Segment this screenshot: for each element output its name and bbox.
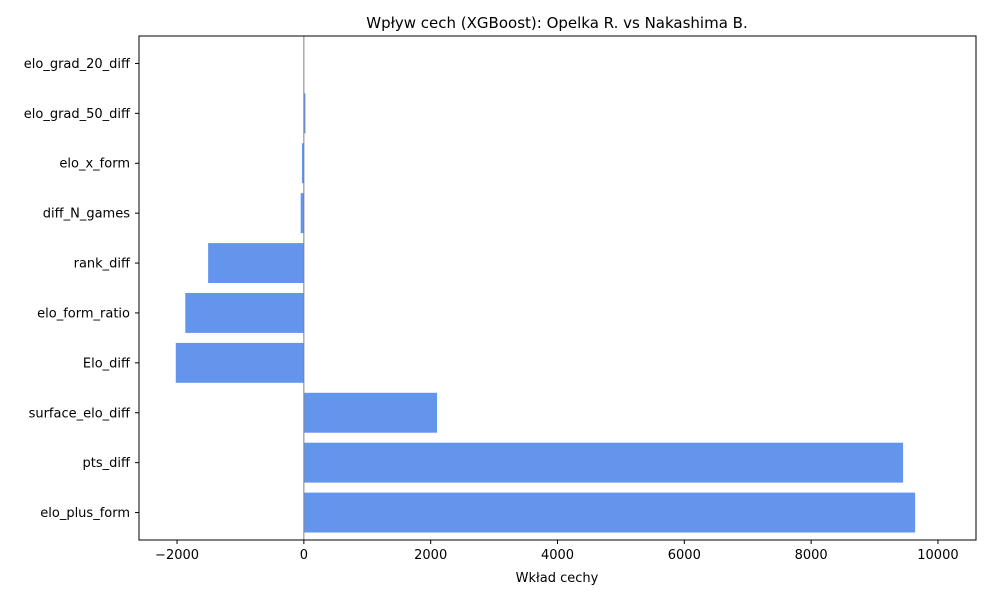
bar-elo_grad_50_diff (303, 93, 306, 134)
bar-elo_x_form (301, 143, 304, 184)
y-tick-label: rank_diff (74, 257, 131, 272)
x-tick-label: 2000 (414, 548, 447, 563)
bar-surface_elo_diff (303, 392, 438, 433)
x-tick-label: 6000 (668, 548, 701, 563)
bar-Elo_diff (175, 342, 304, 383)
y-tick-label: surface_elo_diff (29, 406, 131, 421)
x-tick-label: 10000 (917, 548, 958, 563)
y-tick-label: diff_N_games (43, 207, 130, 222)
y-tick-label: elo_x_form (59, 157, 130, 172)
x-axis-label: Wkład cechy (516, 571, 599, 586)
x-axis-ticks: −2000 0 2000 4000 6000 8000 10000 (155, 540, 959, 563)
y-tick-label: elo_form_ratio (37, 306, 130, 321)
bar-pts_diff (303, 442, 904, 483)
y-axis-ticks: elo_plus_form pts_diff surface_elo_diff Elo… (24, 57, 139, 521)
x-tick-label: −2000 (155, 548, 199, 563)
bar-elo_form_ratio (185, 292, 304, 333)
bar-elo_plus_form (303, 492, 916, 533)
x-tick-label: 8000 (795, 548, 828, 563)
y-tick-label: elo_plus_form (40, 506, 130, 521)
chart-title: Wpływ cech (XGBoost): Opelka R. vs Nakas… (366, 14, 747, 32)
x-tick-label: 0 (300, 548, 308, 563)
y-tick-label: elo_grad_20_diff (24, 57, 131, 72)
y-tick-label: pts_diff (83, 456, 131, 471)
y-tick-label: elo_grad_50_diff (24, 107, 131, 122)
bar-diff_N_games (300, 193, 304, 234)
x-tick-label: 4000 (541, 548, 574, 563)
bars-group (175, 93, 916, 533)
bar-rank_diff (208, 243, 304, 284)
y-tick-label: Elo_diff (83, 356, 131, 371)
